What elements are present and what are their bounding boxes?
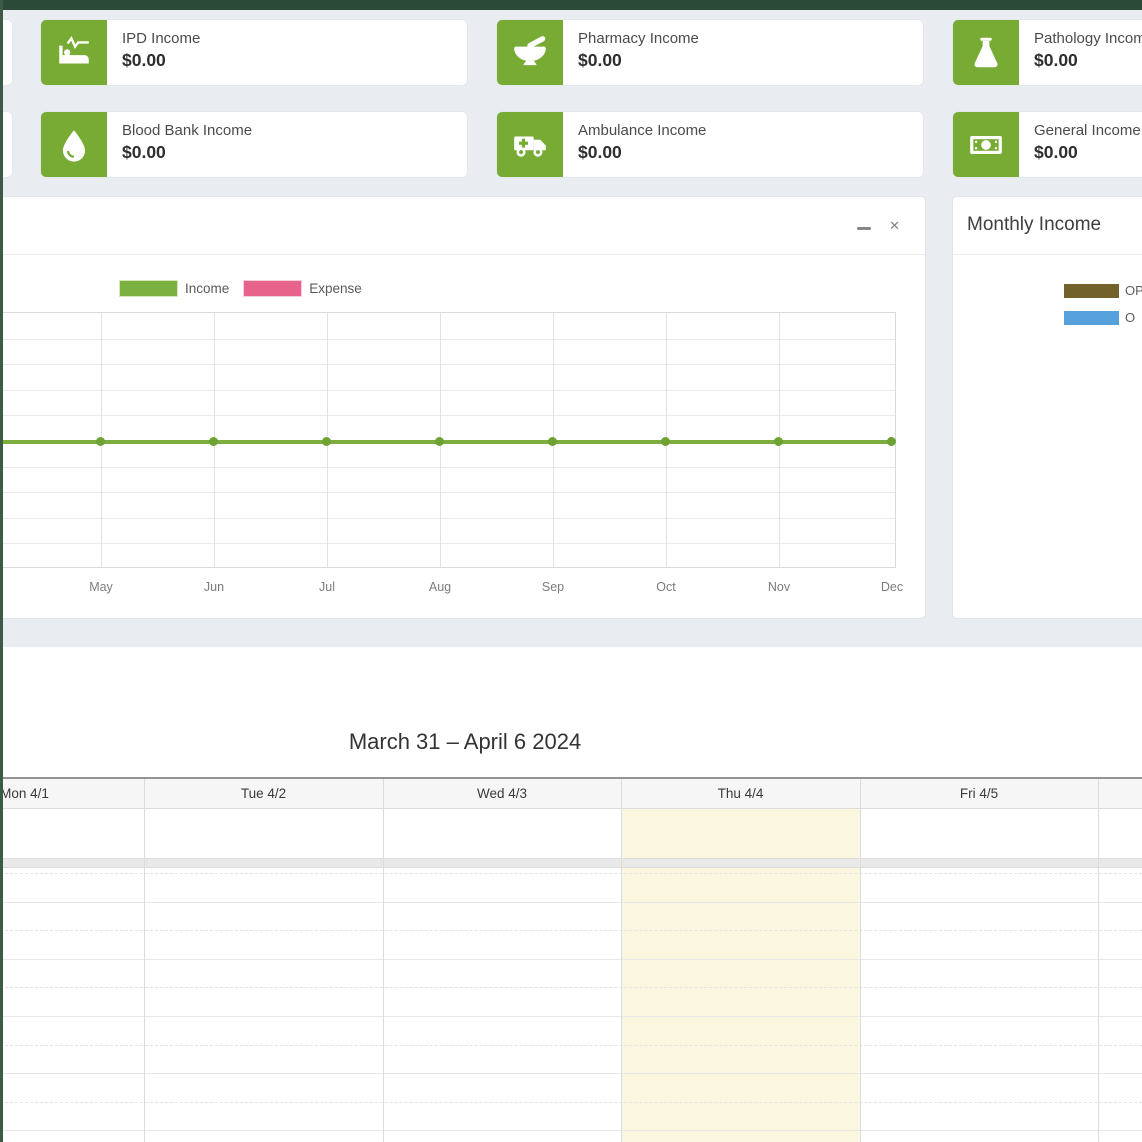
- income-legend-swatch: [119, 280, 178, 297]
- data-point: [774, 437, 783, 446]
- card-value: $0.00: [578, 142, 622, 162]
- calendar-column-border: [860, 779, 861, 1142]
- data-point: [209, 437, 218, 446]
- chart-legend: Income Expense: [119, 280, 376, 297]
- panel-header: Monthly Income: [953, 197, 1142, 255]
- minimize-icon[interactable]: −: [857, 227, 871, 230]
- calendar-halfhour-line: [0, 873, 1142, 874]
- x-axis-label: Jun: [203, 580, 225, 594]
- x-axis-label: May: [89, 580, 113, 594]
- stat-card-general-income: General Income $0.00: [952, 111, 1142, 178]
- bed-icon: [41, 20, 107, 85]
- top-navbar: [0, 0, 1142, 10]
- calendar-column-border: [383, 779, 384, 1142]
- calendar-hour-line: [0, 1130, 1142, 1131]
- calendar-column-border: [144, 779, 145, 1142]
- income-legend-label: Income: [185, 281, 230, 296]
- stat-card-ambulance-income: Ambulance Income $0.00: [496, 111, 924, 178]
- data-point: [96, 437, 105, 446]
- monthly-income-title: Monthly Income: [967, 214, 1102, 235]
- day-header-tue[interactable]: Tue 4/2: [240, 786, 287, 801]
- mortar-pestle-icon: [497, 20, 563, 85]
- expense-legend-swatch: [243, 280, 303, 297]
- stat-card-blood-bank-income: Blood Bank Income $0.00: [40, 111, 468, 178]
- card-value: $0.00: [1034, 50, 1078, 70]
- day-header-sat[interactable]: [1098, 779, 1142, 808]
- calendar-top-border: [0, 777, 1142, 779]
- line-chart-plot: [0, 312, 896, 568]
- card-label: Ambulance Income: [578, 122, 707, 139]
- legend-label: O: [1125, 310, 1136, 325]
- calendar-halfhour-line: [0, 1045, 1142, 1046]
- income-expense-panel: − ✕ Income Expense: [0, 196, 926, 619]
- calendar-column-border: [621, 779, 622, 1142]
- x-axis-label: Oct: [656, 580, 676, 594]
- legend-label: OP: [1125, 283, 1142, 298]
- calendar-gridline: [0, 858, 1142, 859]
- calendar-title: March 31 – April 6 2024: [348, 729, 582, 754]
- calendar-hour-line: [0, 902, 1142, 903]
- calendar-halfhour-line: [0, 987, 1142, 988]
- legend-swatch: [1064, 283, 1119, 298]
- expense-legend-label: Expense: [309, 281, 362, 296]
- card-label: Blood Bank Income: [122, 122, 253, 139]
- data-point: [548, 437, 557, 446]
- card-value: $0.00: [578, 50, 622, 70]
- calendar-hour-line: [0, 959, 1142, 960]
- panel-header: − ✕: [0, 197, 925, 255]
- x-axis-label: Dec: [880, 580, 904, 594]
- calendar-day-header-row: [0, 779, 1142, 808]
- sidebar-edge: [0, 0, 3, 1142]
- blood-drop-icon: [41, 112, 107, 177]
- day-header-fri[interactable]: Fri 4/5: [959, 786, 999, 801]
- data-point: [887, 437, 896, 446]
- calendar-halfhour-line: [0, 930, 1142, 931]
- donut-legend-item: O: [1064, 310, 1135, 325]
- data-point: [435, 437, 444, 446]
- income-line-series: [1, 440, 892, 444]
- flask-icon: [953, 20, 1019, 85]
- ambulance-icon: [497, 112, 563, 177]
- calendar-hour-line: [0, 1016, 1142, 1017]
- donut-legend-item: OP: [1064, 283, 1142, 298]
- calendar-divider: [0, 859, 1142, 868]
- stat-card-ipd-income: IPD Income $0.00: [40, 19, 468, 86]
- data-point: [661, 437, 670, 446]
- x-axis-label: Sep: [541, 580, 565, 594]
- calendar-halfhour-line: [0, 1102, 1142, 1103]
- close-icon[interactable]: ✕: [889, 218, 900, 233]
- day-header-mon[interactable]: Mon 4/1: [0, 786, 49, 801]
- monthly-income-panel: Monthly Income OP O: [952, 196, 1142, 619]
- legend-swatch: [1064, 310, 1119, 325]
- x-axis-label: Aug: [428, 580, 452, 594]
- partial-card: [0, 19, 13, 86]
- banknote-icon: [953, 112, 1019, 177]
- day-header-thu[interactable]: Thu 4/4: [717, 786, 764, 801]
- card-value: $0.00: [122, 50, 166, 70]
- day-header-wed[interactable]: Wed 4/3: [476, 786, 528, 801]
- card-value: $0.00: [1034, 142, 1078, 162]
- card-label: Pathology Income: [1034, 30, 1142, 47]
- card-label: Pharmacy Income: [578, 30, 699, 47]
- calendar-section: [3, 647, 1142, 1142]
- x-axis-label: Jul: [319, 580, 335, 594]
- calendar-hour-line: [0, 1073, 1142, 1074]
- stat-card-pharmacy-income: Pharmacy Income $0.00: [496, 19, 924, 86]
- card-label: IPD Income: [122, 30, 201, 47]
- x-axis-label: Nov: [767, 580, 791, 594]
- calendar-column-border: [1098, 779, 1099, 1142]
- partial-card: [0, 111, 13, 178]
- calendar-gridline: [0, 808, 1142, 809]
- stat-card-pathology-income: Pathology Income $0.00: [952, 19, 1142, 86]
- card-label: General Income: [1034, 122, 1141, 139]
- card-value: $0.00: [122, 142, 166, 162]
- data-point: [322, 437, 331, 446]
